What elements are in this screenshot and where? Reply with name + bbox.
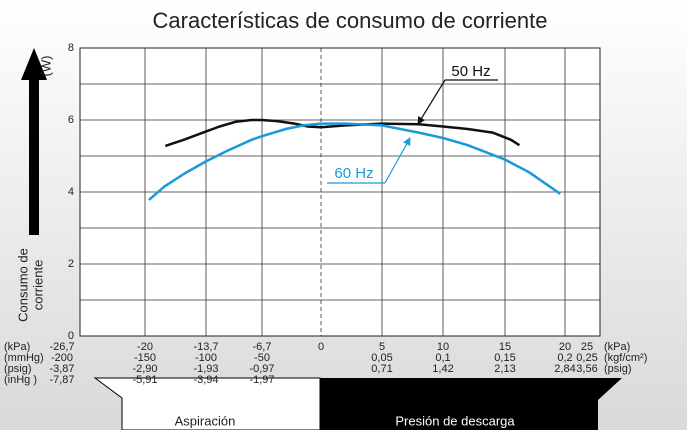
series-line [148, 122, 561, 201]
legend-leader [417, 79, 446, 125]
scale-label: 1,42 [432, 363, 453, 375]
y-tick-label: 2 [68, 258, 74, 270]
scale-label: -100 [195, 352, 217, 364]
y-tick-label: 6 [68, 114, 74, 126]
x-tick-label: 15 [499, 341, 511, 353]
scale-label: -3,87 [49, 363, 74, 375]
x-tick-label: 20 [559, 341, 571, 353]
scale-label: -200 [51, 352, 73, 364]
scale-unit: (mmHg) [4, 352, 44, 364]
scale-label: -1,93 [193, 363, 218, 375]
x-tick-label: 25 [581, 341, 593, 353]
direction-label: Presión de descarga [395, 413, 515, 428]
x-tick-label: 10 [437, 341, 449, 353]
scale-label: 3,56 [576, 363, 597, 375]
axis-arrow-head [21, 48, 47, 80]
legend-label: 50 Hz [451, 63, 490, 80]
x-tick-label: 0 [318, 341, 324, 353]
x-unit: (kPa) [604, 341, 630, 353]
axis-arrow [29, 75, 39, 235]
scale-label: 0,25 [576, 352, 597, 364]
scale-unit: (psig) [4, 363, 32, 375]
plot-frame [79, 47, 601, 337]
y-tick-label: 0 [68, 330, 74, 342]
scale-label: -7,87 [49, 374, 74, 386]
scale-label: -1,97 [249, 374, 274, 386]
scale-label: 0,05 [371, 352, 392, 364]
scale-unit: (psig) [604, 363, 632, 375]
scale-label: 0,1 [435, 352, 450, 364]
direction-label: Aspiración [175, 413, 236, 428]
scale-label: 2,13 [494, 363, 515, 375]
suction-arrow [93, 377, 321, 430]
scale-unit: (kgf/cm²) [604, 352, 647, 364]
scale-label: -150 [134, 352, 156, 364]
scale-unit: (inHg ) [4, 374, 37, 386]
x-tick-label: -26,7 [49, 341, 74, 353]
y-tick-label: 4 [68, 186, 74, 198]
x-tick-label: -13,7 [193, 341, 218, 353]
y-unit: (W) [38, 56, 53, 77]
scale-label: 0,2 [557, 352, 572, 364]
legend-label: 60 Hz [334, 165, 373, 182]
scale-label: 2,84 [554, 363, 575, 375]
chart-title: Características de consumo de corriente [153, 8, 548, 33]
x-tick-label: -20 [137, 341, 153, 353]
x-tick-label: -6,7 [253, 341, 272, 353]
discharge-arrow [320, 378, 622, 430]
x-unit: (kPa) [4, 341, 30, 353]
y-tick-label: 8 [68, 42, 74, 54]
legend-leader [384, 137, 411, 184]
scale-label: 0,15 [494, 352, 515, 364]
scale-label: -2,90 [132, 363, 157, 375]
scale-label: 0,71 [371, 363, 392, 375]
scale-label: -3,94 [193, 374, 218, 386]
scale-label: -50 [254, 352, 270, 364]
y-label: Consumo de [15, 248, 30, 322]
series-line [164, 118, 521, 148]
x-tick-label: 5 [379, 341, 385, 353]
scale-label: -0,97 [249, 363, 274, 375]
scale-label: -5,91 [132, 374, 157, 386]
y-label: corriente [30, 260, 45, 311]
